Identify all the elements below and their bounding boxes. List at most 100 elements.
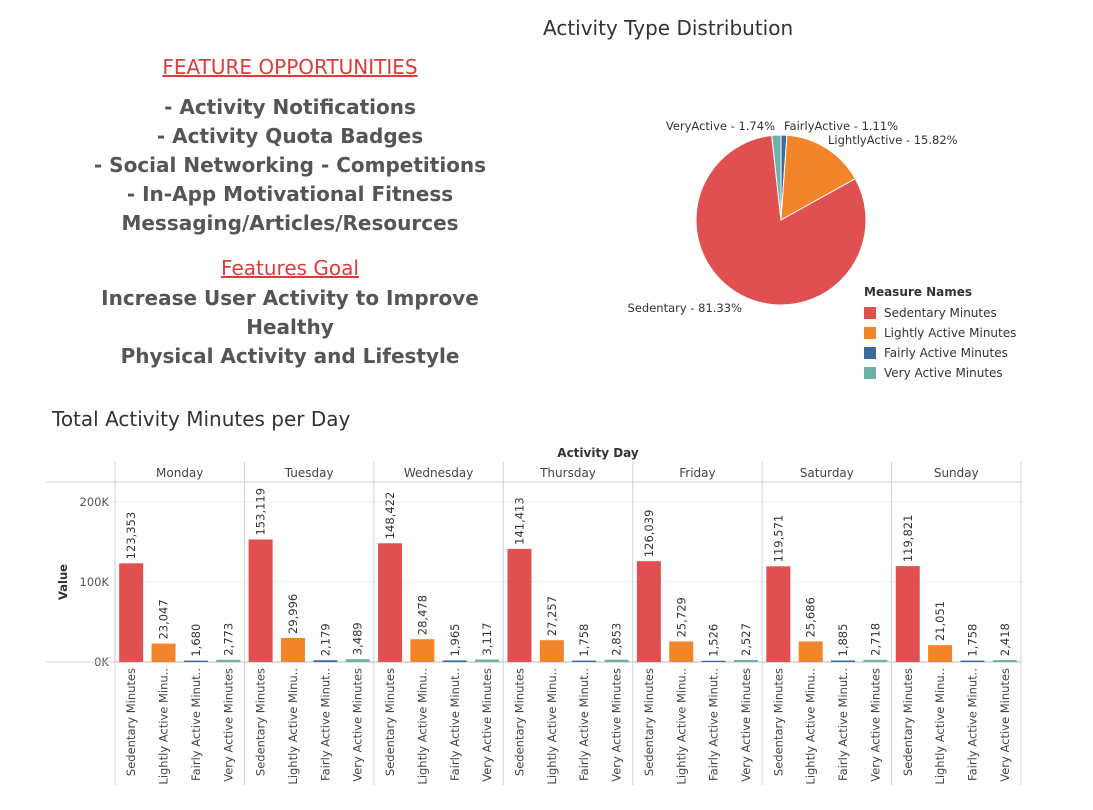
legend-item: Fairly Active Minutes [864, 343, 1016, 363]
pie-slice [771, 134, 782, 221]
goal-line: Increase User Activity to Improve Health… [101, 286, 479, 339]
x-category-label: Fairly Active Minut.. [189, 668, 203, 781]
legend-label: Lightly Active Minutes [884, 326, 1017, 340]
y-tick-label: 100K [80, 575, 110, 589]
x-category-label: Very Active Minutes [480, 668, 494, 782]
bar-value-label: 1,965 [448, 623, 462, 656]
day-label: Friday [679, 466, 715, 480]
x-category-label: Fairly Active Minut.. [318, 668, 332, 781]
bar [798, 641, 823, 662]
feature-item: - In-App Motivational Fitness [126, 182, 454, 206]
bar-value-label: 29,996 [286, 594, 300, 634]
bar-value-label: 123,353 [124, 512, 138, 560]
pie-slice-label: VeryActive - 1.74% [666, 119, 775, 133]
pie-slice-label: LightlyActive - 15.82% [828, 133, 958, 147]
bar-value-label: 153,119 [254, 488, 268, 536]
y-tick-label: 200K [80, 495, 110, 509]
y-axis-label: Value [56, 564, 70, 600]
bar-value-label: 119,821 [901, 515, 915, 563]
bar-value-label: 21,051 [933, 601, 947, 641]
feature-item: Messaging/Articles/Resources [121, 211, 459, 235]
bar [151, 643, 176, 662]
bar-value-label: 2,527 [739, 623, 753, 656]
feature-item: - Activity Notifications [164, 95, 416, 119]
x-category-label: Fairly Active Minut.. [577, 668, 591, 781]
bar [733, 659, 758, 662]
legend-swatch [864, 327, 876, 339]
x-category-label: Lightly Active Minu.. [286, 668, 300, 785]
bar-value-label: 28,478 [415, 595, 429, 635]
bar-value-label: 25,686 [804, 597, 818, 637]
x-category-label: Lightly Active Minu.. [804, 668, 818, 785]
bar [183, 660, 208, 662]
pie-slice [695, 134, 867, 306]
feature-heading: FEATURE OPPORTUNITIES [162, 55, 418, 79]
legend-swatch [864, 367, 876, 379]
x-category-label: Very Active Minutes [351, 668, 365, 782]
pie-slice [780, 134, 856, 221]
bar-value-label: 2,773 [221, 623, 235, 656]
x-category-label: Sedentary Minutes [124, 668, 138, 776]
bar [442, 660, 467, 662]
bar-value-label: 1,758 [965, 624, 979, 657]
x-category-label: Sedentary Minutes [254, 668, 268, 776]
bar [669, 641, 694, 662]
legend-swatch [864, 307, 876, 319]
bar [831, 660, 856, 662]
legend-label: Very Active Minutes [884, 366, 1003, 380]
x-category-label: Lightly Active Minu.. [933, 668, 947, 785]
bar [410, 639, 435, 662]
column-header: Activity Day [557, 446, 639, 460]
x-category-label: Lightly Active Minu.. [415, 668, 429, 785]
pie-slice-label: FairlyActive - 1.11% [784, 119, 898, 133]
pie-slice-label: Sedentary - 81.33% [628, 301, 743, 315]
legend-swatch [864, 347, 876, 359]
bar [280, 638, 305, 662]
bar-value-label: 1,885 [836, 624, 850, 657]
bar-chart: Activity Day0K100K200KValueMonday123,353… [46, 446, 1022, 785]
bar [572, 660, 597, 662]
feature-panel: FEATURE OPPORTUNITIES - Activity Notific… [60, 55, 520, 371]
bar-value-label: 25,729 [674, 597, 688, 637]
bar-value-label: 119,571 [771, 515, 785, 563]
x-category-label: Sedentary Minutes [901, 668, 915, 776]
bar-chart-title: Total Activity Minutes per Day [52, 407, 351, 431]
x-category-label: Lightly Active Minu.. [545, 668, 559, 785]
pie-legend: Measure Names Sedentary Minutes Lightly … [864, 285, 1016, 383]
x-category-label: Sedentary Minutes [512, 668, 526, 776]
x-category-label: Fairly Active Minut.. [836, 668, 850, 781]
x-category-label: Very Active Minutes [998, 668, 1012, 782]
x-category-label: Sedentary Minutes [383, 668, 397, 776]
feature-item: - Social Networking - Competitions [93, 153, 487, 177]
x-category-label: Sedentary Minutes [771, 668, 785, 776]
x-category-label: Very Active Minutes [610, 668, 624, 782]
x-category-label: Lightly Active Minu.. [157, 668, 171, 785]
legend-title: Measure Names [864, 285, 973, 299]
bar-value-label: 27,257 [545, 596, 559, 636]
legend-label: Fairly Active Minutes [884, 346, 1008, 360]
bar-value-label: 1,758 [577, 624, 591, 657]
bar-value-label: 2,718 [868, 623, 882, 656]
x-category-label: Fairly Active Minut.. [707, 668, 721, 781]
bar [928, 645, 953, 662]
day-label: Wednesday [404, 466, 473, 480]
goal-heading: Features Goal [221, 256, 359, 280]
bar-value-label: 2,853 [610, 623, 624, 656]
x-category-label: Very Active Minutes [739, 668, 753, 782]
bar [248, 539, 273, 662]
bar [863, 659, 888, 662]
bar [119, 563, 144, 662]
day-label: Tuesday [284, 466, 334, 480]
bar [604, 659, 629, 662]
bar-value-label: 23,047 [157, 599, 171, 639]
bar-value-label: 148,422 [383, 492, 397, 540]
bar [475, 659, 500, 662]
bar [539, 640, 564, 662]
bar [216, 659, 241, 662]
goal-line: Physical Activity and Lifestyle [120, 344, 460, 368]
bar [636, 561, 661, 662]
legend-item: Very Active Minutes [864, 363, 1016, 383]
bar [992, 660, 1017, 662]
legend-label: Sedentary Minutes [884, 306, 997, 320]
x-category-label: Fairly Active Minut.. [448, 668, 462, 781]
